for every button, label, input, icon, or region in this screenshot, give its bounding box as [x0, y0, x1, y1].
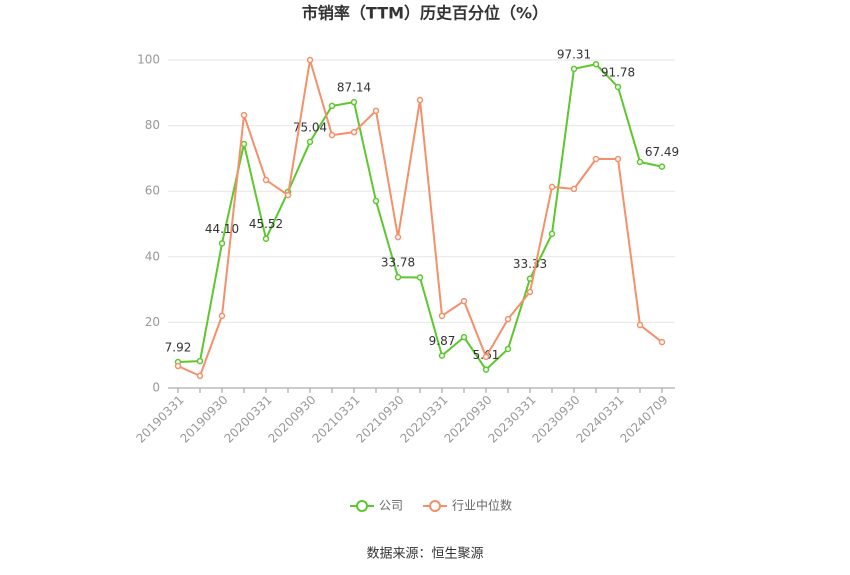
data-point [394, 233, 402, 241]
data-point [416, 274, 424, 281]
data-point [350, 128, 358, 136]
data-label: 67.49 [645, 145, 679, 159]
data-point [196, 372, 204, 380]
data-label: 7.92 [165, 341, 192, 355]
data-point [218, 240, 226, 247]
data-point [240, 140, 248, 148]
data-point [284, 191, 292, 199]
data-point [526, 288, 534, 296]
data-point [636, 321, 644, 329]
chart-title: 市销率（TTM）历史百分位（%） [302, 4, 548, 23]
data-label: 87.14 [337, 81, 371, 95]
legend-marker [429, 500, 442, 512]
data-point [548, 183, 556, 191]
data-point [592, 61, 600, 68]
data-point [614, 83, 622, 91]
data-point [328, 102, 336, 110]
data-label: 75.04 [293, 120, 327, 134]
data-point [350, 98, 358, 106]
data-label: 9.87 [429, 334, 456, 348]
data-point [636, 158, 644, 166]
data-point [328, 131, 336, 139]
y-tick-label: 40 [145, 249, 160, 263]
data-label: 44.10 [205, 222, 239, 236]
data-point [306, 56, 314, 64]
data-point [240, 111, 248, 119]
data-point [174, 362, 182, 370]
data-point [438, 312, 446, 320]
data-point [306, 138, 314, 146]
data-label: 33.78 [381, 256, 415, 270]
data-point [438, 352, 446, 359]
data-point [548, 230, 556, 238]
y-tick-label: 100 [137, 53, 160, 67]
data-point [570, 65, 578, 73]
data-point [570, 185, 578, 193]
data-point [196, 357, 204, 365]
y-tick-label: 20 [145, 315, 160, 329]
data-label: 33.33 [513, 257, 547, 271]
data-point [218, 312, 226, 320]
data-point [482, 366, 490, 373]
data-point [372, 107, 380, 115]
data-point [416, 96, 424, 104]
data-point [460, 297, 468, 305]
data-point [504, 345, 512, 353]
data-point [658, 338, 666, 346]
data-point [372, 197, 380, 205]
data-point [394, 273, 402, 281]
y-tick-label: 80 [145, 118, 160, 132]
y-tick-label: 60 [145, 184, 160, 198]
data-label: 45.52 [249, 217, 283, 231]
data-point [482, 353, 490, 361]
data-point [592, 155, 600, 163]
source-note: 数据来源：恒生聚源 [366, 547, 483, 562]
data-point [262, 235, 270, 242]
legend-marker [356, 500, 368, 512]
data-point [658, 163, 666, 170]
data-label: 97.31 [557, 47, 591, 61]
data-point [614, 155, 622, 163]
legend-label: 行业中位数 [452, 498, 512, 513]
y-tick-label: 0 [152, 381, 160, 395]
data-point [262, 176, 270, 184]
data-label: 91.78 [601, 65, 635, 79]
x-tick-label: 20240709 [618, 393, 671, 446]
data-point [460, 333, 468, 341]
data-point [504, 315, 512, 323]
legend-label: 公司 [379, 499, 403, 513]
